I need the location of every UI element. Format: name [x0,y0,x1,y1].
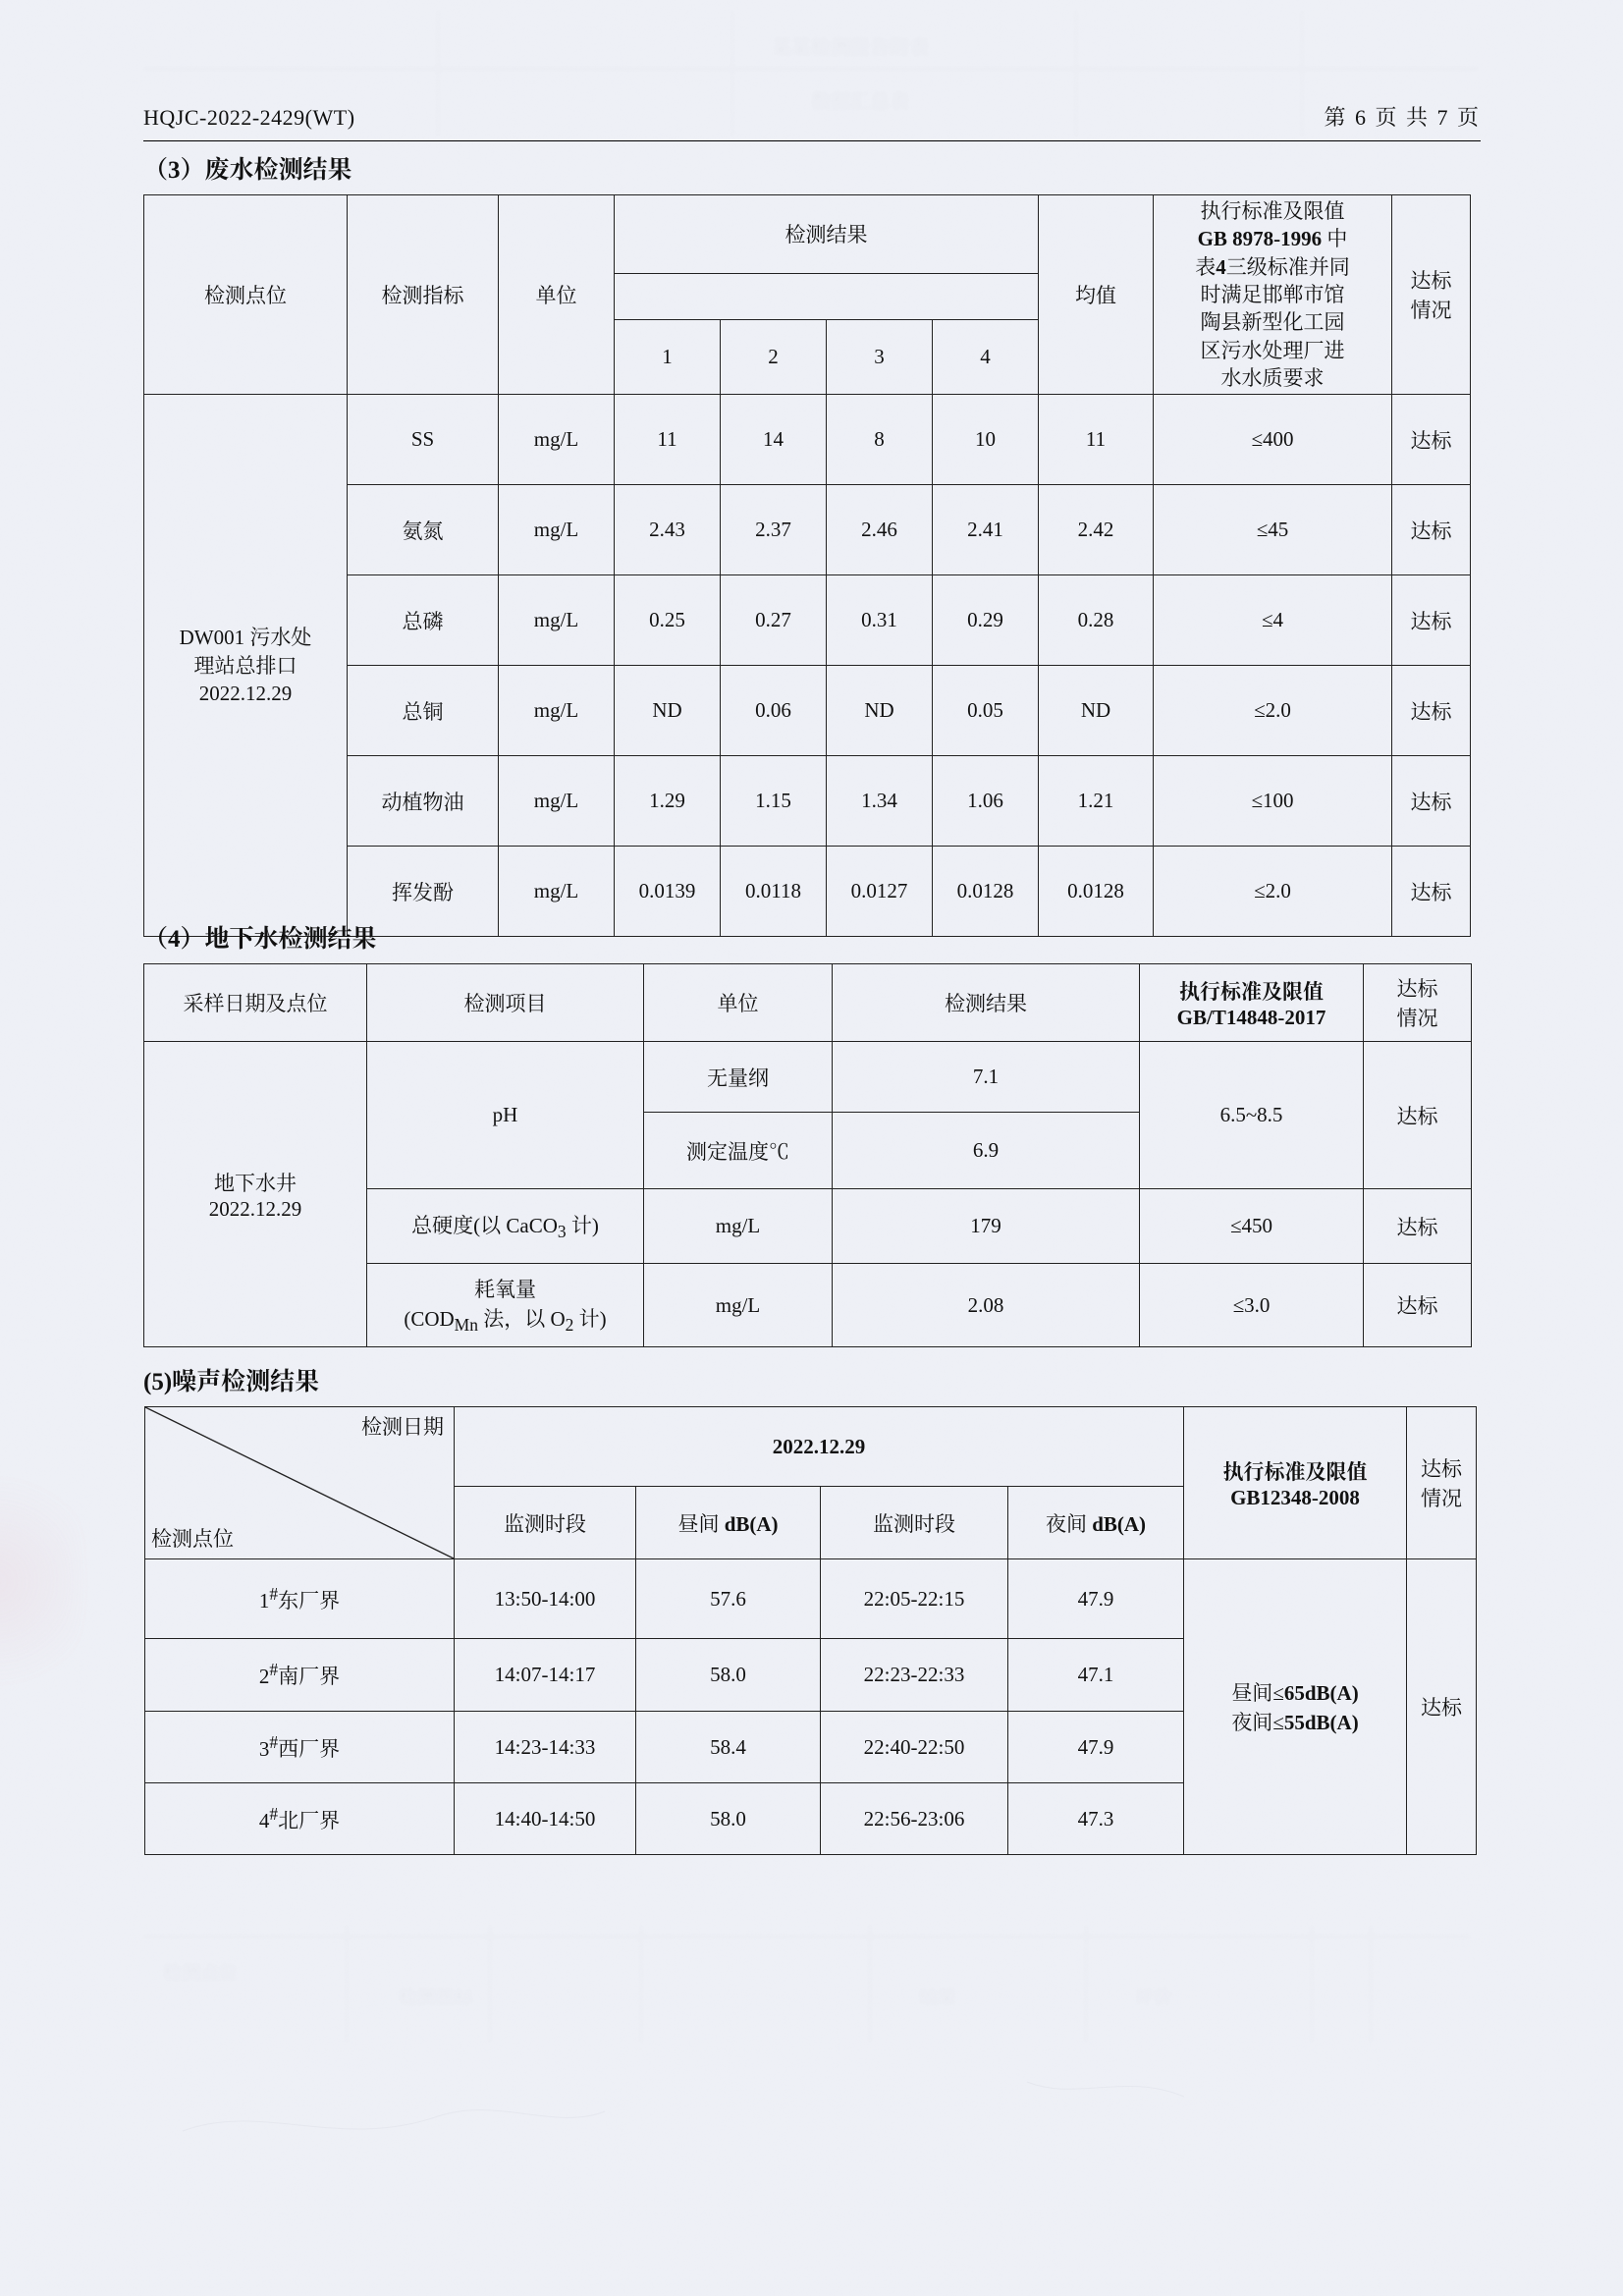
svg-text:结果: 结果 [919,1987,956,2008]
svg-text:检测点位: 检测点位 [163,1962,238,1984]
svg-text:某某检测报告附表: 某某检测报告附表 [772,36,929,59]
svg-text:评价: 评价 [1135,1987,1172,2008]
svg-text:检测指标: 检测指标 [399,1987,474,2008]
